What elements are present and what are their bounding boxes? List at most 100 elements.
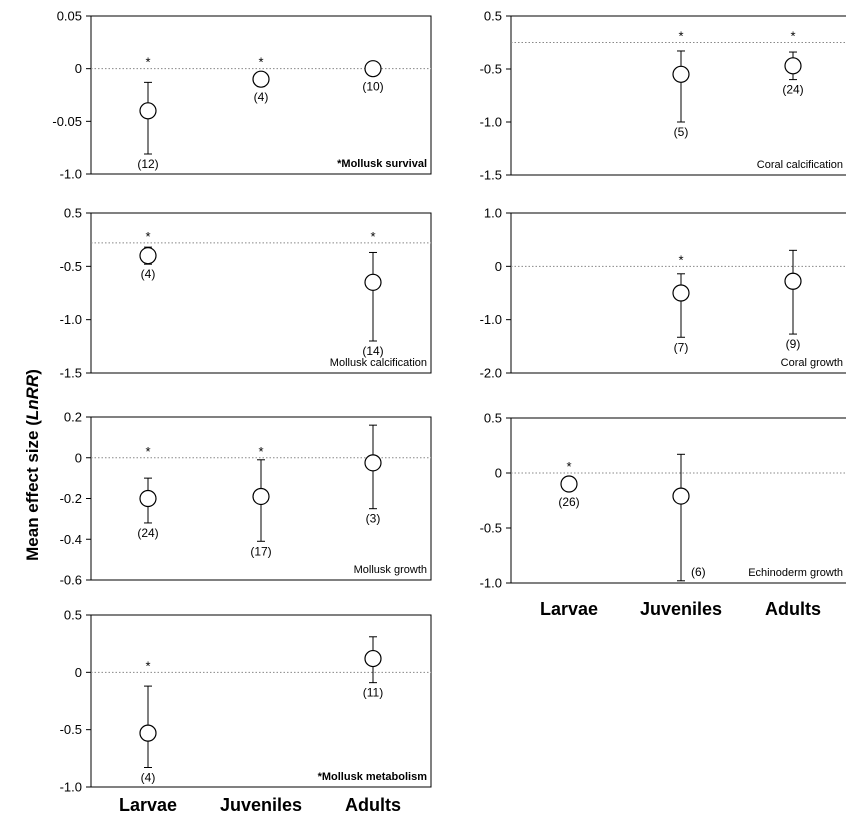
data-point [139,102,157,120]
data-point [139,489,157,508]
panel-frame [510,212,846,374]
significance-marker: * [145,658,150,673]
y-tick-label: 0 [495,466,502,481]
panel-title: Mollusk growth [354,564,427,576]
data-point [364,273,382,291]
sample-size-label: (4) [141,267,156,281]
panel-frame [90,614,432,788]
panel-7: 0.5 0 -0.5 -1.0 Echinoderm growth * (26) (6) [480,411,846,591]
panel-2: 0.5 -0.5 -1.0 -1.5 Mollusk calcification * (4)… [60,206,432,381]
y-tick-label: 0.5 [64,206,82,221]
data-point [672,487,690,505]
significance-marker: * [678,29,683,44]
sample-size-label: (24) [782,83,803,97]
left-category-label-adults: Adults [345,795,401,815]
y-tick-label: -0.4 [60,532,82,547]
significance-marker: * [566,459,571,474]
right-category-label-juveniles: Juveniles [640,599,722,619]
sample-size-label: (17) [250,544,271,558]
y-tick-label: -0.5 [60,259,82,274]
y-tick-label: -0.6 [60,573,82,588]
y-tick-label: -1.0 [480,115,502,130]
significance-marker: * [258,444,263,459]
y-axis-label: Mean effect size (LnRR) [23,369,42,561]
sample-size-label: (3) [366,512,381,526]
significance-marker: * [145,444,150,459]
data-point [672,65,690,83]
panels-layer: 0.05 0 -0.05 -1.0 *Mollusk survival * (12) * (4)… [52,9,846,795]
y-tick-label: -1.0 [480,312,502,327]
panel-title: Mollusk calcification [330,357,427,369]
data-point [139,247,157,265]
data-point [784,57,802,75]
significance-marker: * [145,55,150,70]
y-tick-label: 0 [495,259,502,274]
data-point [252,70,270,88]
data-point [364,454,382,472]
y-tick-label: 0.5 [64,608,82,623]
sample-size-label: (4) [141,771,156,785]
y-tick-label: 0 [75,665,82,680]
y-tick-label: -1.0 [60,312,82,327]
y-tick-label: 0.5 [484,411,502,426]
panel-3: 0.2 0 -0.2 -0.4 -0.6 Mollusk growth * (24) * (17)… [60,410,432,588]
sample-size-label: (12) [137,157,158,171]
panel-frame [510,417,846,584]
right-category-axis: Larvae Juveniles Adults [540,599,821,619]
left-category-label-juveniles: Juveniles [220,795,302,815]
y-tick-label: -1.5 [60,366,82,381]
y-tick-label: 0.5 [484,9,502,24]
data-point [252,487,270,506]
panel-title: *Mollusk metabolism [318,771,428,783]
sample-size-label: (24) [137,526,158,540]
right-category-label-larvae: Larvae [540,599,598,619]
sample-size-label: (6) [691,565,706,579]
sample-size-label: (14) [362,344,383,358]
sample-size-label: (10) [362,80,383,94]
right-category-label-adults: Adults [765,599,821,619]
y-tick-label: -0.05 [52,114,82,129]
sample-size-label: (26) [558,495,579,509]
sample-size-label: (5) [674,125,689,139]
significance-marker: * [370,229,375,244]
y-tick-label: -0.5 [480,62,502,77]
y-tick-label: 0 [75,450,82,465]
panel-title: *Mollusk survival [337,158,427,170]
y-tick-label: -1.0 [480,576,502,591]
data-point [364,60,382,78]
y-tick-label: -1.5 [480,168,502,183]
panel-title: Echinoderm growth [748,567,843,579]
y-tick-label: 0 [75,61,82,76]
significance-marker: * [678,252,683,267]
sample-size-label: (7) [674,340,689,354]
y-tick-label: 1.0 [484,206,502,221]
panel-title: Coral growth [781,357,843,369]
sample-size-label: (11) [363,686,383,700]
panel-6: 1.0 0 -1.0 -2.0 Coral growth * (7) (9) [480,206,846,381]
panel-frame [510,15,846,176]
left-category-label-larvae: Larvae [119,795,177,815]
significance-marker: * [145,229,150,244]
left-category-axis: Larvae Juveniles Adults [119,795,401,815]
panel-frame [90,15,432,175]
y-tick-label: 0.2 [64,410,82,425]
y-tick-label: -0.5 [60,722,82,737]
y-tick-label: -1.0 [60,167,82,182]
sample-size-label: (4) [254,90,269,104]
panel-title: Coral calcification [757,159,843,171]
data-point [139,724,157,742]
data-point [560,475,578,493]
data-point [364,649,382,668]
y-tick-label: -1.0 [60,780,82,795]
significance-marker: * [790,29,795,44]
y-tick-label: -2.0 [480,366,502,381]
panel-1: 0.05 0 -0.05 -1.0 *Mollusk survival * (12) * (4)… [52,9,432,182]
y-tick-label: 0.05 [57,9,82,24]
data-point [784,272,802,290]
sample-size-label: (9) [786,337,801,351]
significance-marker: * [258,55,263,70]
y-tick-label: -0.5 [480,521,502,536]
panel-frame [90,212,432,374]
panel-5: 0.5 -0.5 -1.0 -1.5 Coral calcification * (5) * (… [480,9,846,183]
